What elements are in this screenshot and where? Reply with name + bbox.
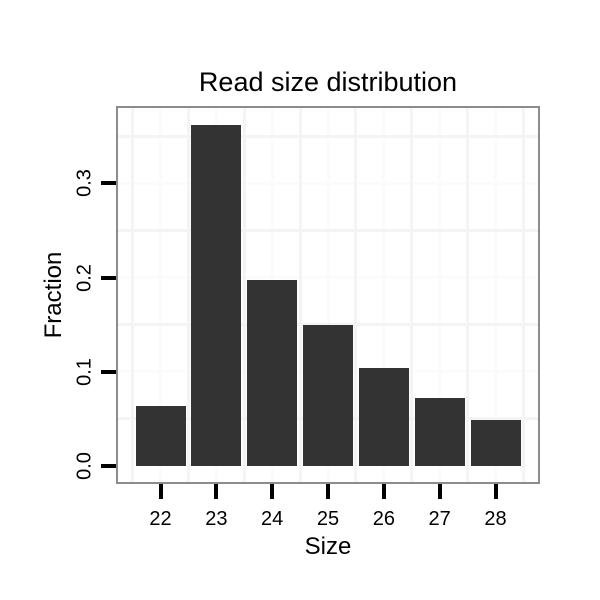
chart-title: Read size distribution (198, 67, 458, 97)
plot-panel (116, 106, 540, 484)
x-tick-label-22: 22 (149, 508, 172, 530)
x-axis-title: Size (304, 533, 352, 560)
x-gridline-minor (466, 108, 470, 482)
x-gridline-major (494, 108, 497, 482)
x-gridline-major (159, 108, 162, 482)
y-tick (101, 181, 116, 186)
x-tick-label-24: 24 (261, 508, 284, 530)
x-gridline-minor (298, 108, 302, 482)
y-tick (101, 275, 116, 280)
x-tick (214, 484, 219, 499)
x-tick (493, 484, 498, 499)
y-axis-title: Fraction (40, 251, 67, 339)
bar-25 (303, 324, 353, 466)
y-gridline-minor (118, 228, 538, 232)
x-tick-label-27: 27 (428, 508, 451, 530)
y-tick-label-0.2: 0.2 (73, 263, 96, 292)
x-tick (381, 484, 386, 499)
x-gridline-major (382, 108, 386, 482)
x-tick (326, 484, 330, 499)
x-gridline-minor (131, 108, 135, 482)
y-tick (101, 463, 116, 468)
x-tick-label-25: 25 (316, 508, 340, 530)
y-tick-label-0.0: 0.0 (73, 452, 96, 480)
x-gridline-minor (354, 108, 358, 482)
y-tick-label-0.1: 0.1 (73, 357, 96, 386)
x-gridline-major (438, 108, 442, 482)
y-tick-label-0.3: 0.3 (73, 169, 96, 198)
x-gridline-minor (242, 108, 246, 482)
bar-28 (470, 419, 521, 466)
y-tick (101, 369, 116, 374)
x-tick (437, 484, 442, 499)
bar-26 (358, 368, 409, 466)
x-tick-label-26: 26 (372, 508, 395, 530)
x-tick-label-23: 23 (205, 508, 228, 530)
y-gridline-minor (118, 134, 538, 138)
x-gridline-minor (410, 108, 414, 482)
x-gridline-major (326, 108, 330, 482)
bar-24 (247, 280, 298, 466)
x-gridline-minor (186, 108, 190, 482)
bar-22 (135, 405, 186, 466)
x-tick-label-28: 28 (484, 508, 507, 530)
x-tick (270, 484, 275, 499)
x-gridline-minor (521, 108, 525, 482)
bar-27 (414, 398, 465, 466)
bar-23 (191, 124, 242, 466)
x-tick (158, 484, 163, 499)
